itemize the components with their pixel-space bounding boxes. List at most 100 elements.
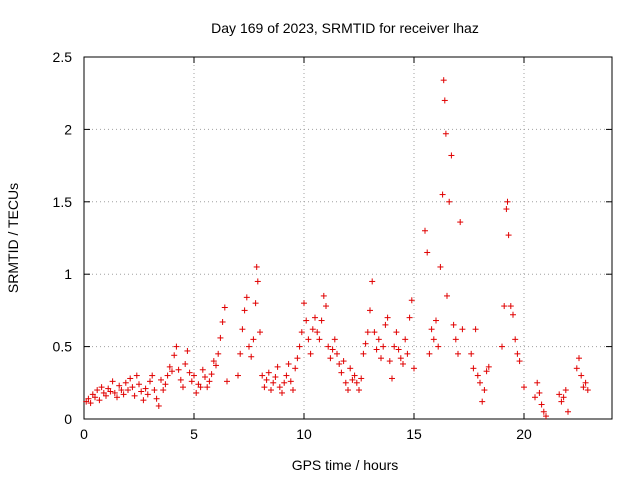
data-point — [136, 381, 142, 388]
data-point — [562, 387, 569, 394]
y-tick-label: 2.5 — [53, 49, 73, 65]
data-point — [512, 336, 519, 343]
data-point — [107, 388, 114, 395]
x-tick-label: 0 — [80, 426, 88, 442]
y-tick-label: 1 — [64, 266, 72, 282]
data-point — [129, 384, 136, 391]
data-point — [543, 413, 549, 420]
data-point — [382, 321, 389, 328]
data-point — [166, 363, 173, 370]
data-point — [253, 263, 260, 270]
data-point — [404, 350, 411, 357]
data-point — [406, 314, 413, 321]
data-point — [191, 372, 197, 379]
data-points — [83, 77, 591, 420]
data-point — [257, 329, 263, 336]
data-point — [312, 314, 318, 321]
data-point — [98, 384, 105, 391]
data-point — [142, 385, 149, 392]
data-point — [474, 372, 481, 379]
data-point — [155, 402, 162, 409]
data-point — [538, 401, 545, 408]
data-point — [440, 77, 447, 84]
data-point — [448, 152, 455, 159]
data-point — [87, 400, 94, 407]
data-point — [342, 379, 349, 386]
data-point — [125, 387, 131, 394]
data-point — [138, 388, 145, 395]
data-point — [131, 392, 138, 399]
data-point — [316, 336, 323, 343]
data-point — [175, 366, 182, 373]
data-point — [235, 372, 241, 379]
data-point — [393, 329, 400, 336]
data-point — [309, 326, 316, 333]
x-tick-label: 15 — [406, 426, 422, 442]
data-point — [287, 378, 294, 385]
data-point — [334, 350, 340, 357]
data-point — [243, 294, 250, 301]
data-point — [582, 379, 589, 386]
data-point — [504, 198, 511, 205]
data-point — [281, 379, 288, 386]
data-point — [573, 365, 580, 372]
data-point — [140, 397, 147, 404]
data-point — [424, 249, 431, 256]
data-point — [516, 358, 523, 365]
data-point — [127, 375, 134, 382]
data-point — [171, 352, 178, 359]
data-point — [158, 376, 164, 383]
data-point — [345, 387, 351, 394]
data-point — [259, 372, 266, 379]
data-point — [292, 365, 299, 372]
data-point — [261, 384, 268, 391]
data-point — [237, 350, 244, 357]
data-point — [219, 318, 226, 325]
data-point — [265, 369, 272, 376]
data-point — [217, 334, 224, 341]
data-point — [239, 326, 246, 333]
data-point — [433, 317, 439, 324]
data-point — [301, 300, 307, 307]
data-point — [358, 375, 365, 382]
data-point — [446, 198, 453, 205]
data-point — [483, 368, 490, 375]
data-point — [397, 355, 404, 362]
data-point — [188, 378, 195, 385]
data-point — [248, 353, 255, 360]
data-point — [430, 336, 437, 343]
data-point — [144, 391, 151, 398]
y-tick-label: 2 — [64, 121, 72, 137]
data-point — [327, 355, 334, 362]
data-point — [402, 336, 409, 343]
data-point — [210, 358, 217, 365]
data-point — [294, 355, 301, 362]
data-point — [114, 394, 120, 401]
data-point — [250, 336, 257, 343]
data-point — [314, 329, 321, 336]
data-point — [505, 232, 512, 239]
data-point — [367, 307, 373, 314]
data-point — [375, 336, 382, 343]
data-point — [169, 368, 175, 375]
data-point — [118, 387, 125, 394]
data-point — [441, 97, 448, 104]
x-tick-label: 5 — [190, 426, 198, 442]
data-point — [206, 378, 213, 385]
data-point — [437, 263, 444, 270]
data-point — [263, 376, 270, 383]
data-point — [532, 394, 538, 401]
data-point — [246, 343, 252, 350]
data-point — [584, 387, 591, 394]
data-point — [215, 350, 222, 357]
data-point — [270, 379, 277, 386]
data-point — [391, 343, 398, 350]
data-point — [116, 382, 123, 389]
data-point — [369, 278, 376, 285]
data-point — [268, 387, 274, 394]
y-tick-label: 0.5 — [53, 339, 73, 355]
data-point — [384, 314, 391, 321]
data-point — [296, 343, 303, 350]
plot-frame — [83, 56, 613, 420]
